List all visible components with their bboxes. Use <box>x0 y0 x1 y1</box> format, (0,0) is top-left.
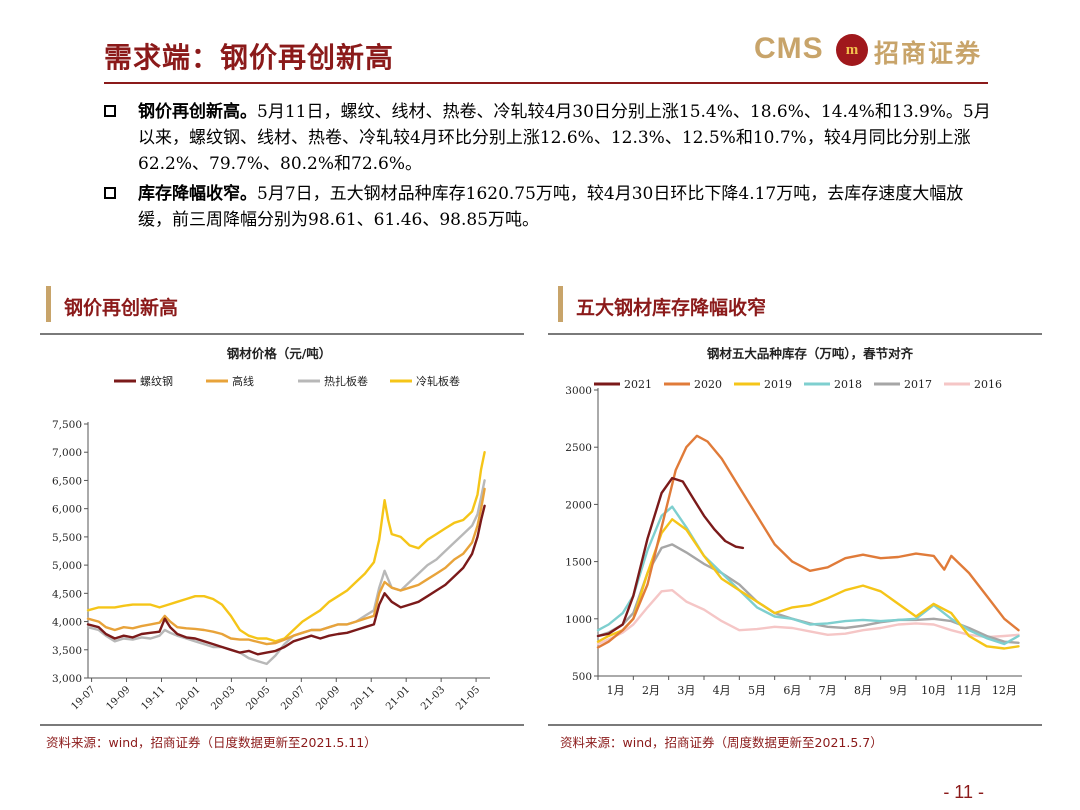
square-bullet-icon <box>104 105 116 117</box>
section-divider <box>548 724 1042 726</box>
x-tick-label: 1月 <box>607 684 625 697</box>
legend-label: 2016 <box>974 378 1002 391</box>
bullet-heading: 钢价再创新高。 <box>138 102 257 122</box>
steel-inventory-chart: 钢材五大品种库存（万吨），春节对齐 2021 2020 2019 2018 2017 201… <box>565 346 1022 697</box>
x-tick-label: 7月 <box>819 684 837 697</box>
right-source-note: 资料来源：wind，招商证券（周度数据更新至2021.5.7） <box>560 735 883 750</box>
x-tick-label: 20-07 <box>279 684 307 712</box>
y-tick-label: 6,500 <box>52 475 82 487</box>
y-tick-label: 3,500 <box>52 645 82 657</box>
page-title: 需求端：钢价再创新高 <box>104 41 395 74</box>
legend-label: 2019 <box>764 378 792 391</box>
x-tick-label: 21-01 <box>384 684 412 712</box>
y-tick-label: 7,500 <box>52 419 82 431</box>
legend-label: 高线 <box>232 374 254 388</box>
legend-label: 热扎板卷 <box>324 374 368 388</box>
y-tick-label: 3,000 <box>52 673 82 685</box>
bullet-paragraph: 库存降幅收窄。5月7日，五大钢材品种库存1620.75万吨，较4月30日环比下降… <box>138 181 994 233</box>
header-divider <box>104 82 988 84</box>
y-tick-label: 1000 <box>565 614 592 626</box>
chart-title: 钢材五大品种库存（万吨），春节对齐 <box>707 346 914 361</box>
series-line-螺纹钢 <box>86 504 486 656</box>
logo-emblem-icon: m <box>836 34 868 66</box>
bullet-paragraph: 钢价再创新高。5月11日，螺纹、线材、热卷、冷轧较4月30日分别上涨15.4%、… <box>138 99 994 177</box>
x-tick-label: 3月 <box>677 684 695 697</box>
page-number: - 11 - <box>943 782 984 802</box>
x-tick-label: 19-09 <box>104 684 132 712</box>
x-tick-label: 11月 <box>957 684 982 697</box>
left-source-note: 资料来源：wind，招商证券（日度数据更新至2021.5.11） <box>46 735 377 750</box>
x-tick-label: 19-07 <box>70 684 98 712</box>
y-tick-label: 1500 <box>565 557 592 569</box>
y-tick-label: 5,000 <box>52 560 82 572</box>
x-tick-label: 9月 <box>889 684 907 697</box>
series-line-2018 <box>596 505 1020 646</box>
x-tick-label: 12月 <box>992 684 1017 697</box>
left-section-title: 钢价再创新高 <box>64 297 179 319</box>
x-tick-label: 4月 <box>713 684 731 697</box>
x-tick-label: 8月 <box>854 684 872 697</box>
y-tick-label: 4,500 <box>52 588 82 600</box>
chart-title: 钢材价格（元/吨） <box>227 346 332 361</box>
x-tick-label: 20-05 <box>244 684 272 712</box>
y-tick-label: 4,000 <box>52 617 82 629</box>
y-tick-label: 7,000 <box>52 447 82 459</box>
legend-label: 冷轧板卷 <box>416 374 460 388</box>
bullet-body: 5月7日，五大钢材品种库存1620.75万吨，较4月30日环比下降4.17万吨，… <box>138 184 964 230</box>
y-tick-label: 3000 <box>565 385 592 397</box>
legend-label: 2017 <box>904 378 932 391</box>
series-line-2020 <box>596 434 1020 649</box>
x-tick-label: 20-11 <box>349 684 377 712</box>
bullet-item: 钢价再创新高。5月11日，螺纹、线材、热卷、冷轧较4月30日分别上涨15.4%、… <box>104 99 994 179</box>
logo-cms-text: CMS <box>754 32 824 65</box>
bullet-body: 5月11日，螺纹、线材、热卷、冷轧较4月30日分别上涨15.4%、18.6%、1… <box>138 102 991 174</box>
logo-chinese-text: 招商证券 <box>874 39 983 68</box>
section-accent-bar <box>558 286 563 322</box>
steel-price-chart: 钢材价格（元/吨） 螺纹钢 高线 热扎板卷 冷轧板卷 3,000 3,500 4,000 4,5… <box>52 346 490 713</box>
right-section-title: 五大钢材库存降幅收窄 <box>576 297 767 319</box>
series-line-2016 <box>596 588 1020 646</box>
x-tick-label: 20-01 <box>174 684 202 712</box>
x-tick-label: 21-05 <box>454 684 482 712</box>
legend-label: 2020 <box>694 378 722 391</box>
section-divider <box>40 724 524 726</box>
y-tick-label: 5,500 <box>52 532 82 544</box>
x-tick-label: 5月 <box>748 684 766 697</box>
x-tick-label: 20-03 <box>209 684 237 712</box>
x-tick-label: 2月 <box>642 684 660 697</box>
legend-label: 2021 <box>624 378 652 391</box>
section-divider <box>548 333 1042 335</box>
series-line-高线 <box>86 487 486 646</box>
legend-label: 螺纹钢 <box>140 374 173 388</box>
y-tick-label: 2000 <box>565 499 592 511</box>
square-bullet-icon <box>104 187 116 199</box>
x-tick-label: 21-03 <box>419 684 447 712</box>
series-line-2021 <box>596 476 745 638</box>
bullet-heading: 库存降幅收窄。 <box>138 184 257 204</box>
legend-label: 2018 <box>834 378 862 391</box>
y-tick-label: 500 <box>572 671 592 683</box>
series-line-2019 <box>596 518 1020 650</box>
x-tick-label: 6月 <box>783 684 801 697</box>
section-divider <box>40 333 524 335</box>
series-line-冷轧板卷 <box>86 450 486 643</box>
y-tick-label: 2500 <box>565 442 592 454</box>
section-accent-bar <box>46 286 51 322</box>
x-tick-label: 10月 <box>921 684 946 697</box>
x-tick-label: 20-09 <box>314 684 342 712</box>
company-logo: CMS m 招商证券 <box>754 32 990 72</box>
x-tick-label: 19-11 <box>139 684 167 712</box>
bullet-item: 库存降幅收窄。5月7日，五大钢材品种库存1620.75万吨，较4月30日环比下降… <box>104 181 994 235</box>
y-tick-label: 6,000 <box>52 504 82 516</box>
